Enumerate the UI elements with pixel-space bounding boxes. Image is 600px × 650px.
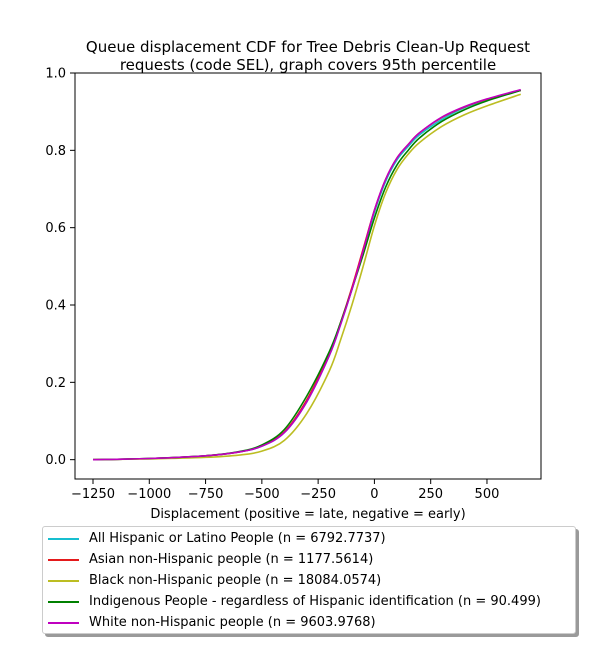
y-tick-label: 0.6 [45,221,66,236]
legend-item: All Hispanic or Latino People (n = 6792.… [43,528,386,549]
series-line-2 [92,93,521,461]
legend-swatch [48,579,79,582]
legend-label: White non-Hispanic people (n = 9603.9768… [89,615,376,630]
y-tick-label: 0.2 [45,376,66,391]
legend-label: All Hispanic or Latino People (n = 6792.… [89,531,386,546]
legend-swatch [48,621,79,624]
legend-item: Black non-Hispanic people (n = 18084.057… [43,570,381,591]
legend-item: Asian non-Hispanic people (n = 1177.5614… [43,549,373,570]
legend-label: Indigenous People - regardless of Hispan… [89,594,541,609]
plot-frame [74,72,542,480]
legend: All Hispanic or Latino People (n = 6792.… [42,526,576,634]
x-tick-label: −1000 [127,487,171,502]
chart-title-line: Queue displacement CDF for Tree Debris C… [86,38,530,56]
legend-swatch [48,558,79,561]
y-tick-label: 0.8 [45,144,66,159]
chart-title-line: requests (code SEL), graph covers 95th p… [120,56,496,74]
legend-item: White non-Hispanic people (n = 9603.9768… [43,612,376,633]
x-tick-label: 500 [475,487,500,502]
series-line-3 [92,89,521,461]
x-tick-label: −1250 [71,487,115,502]
x-tick-label: −250 [300,487,336,502]
legend-swatch [48,537,79,540]
x-tick-label: −750 [188,487,224,502]
chart-title: Queue displacement CDF for Tree Debris C… [86,38,530,74]
series-line-0 [92,89,521,461]
x-tick-label: 250 [418,487,443,502]
legend-item: Indigenous People - regardless of Hispan… [43,591,541,612]
series-line-4 [92,88,521,461]
series-lines [92,88,521,461]
y-tick-label: 0.4 [45,299,66,314]
x-axis: −1250 −1000 −750 −500 −250 0 250 500 [71,479,499,502]
x-axis-label: Displacement (positive = late, negative … [150,507,465,522]
series-line-1 [92,89,521,461]
legend-swatch [48,600,79,603]
y-axis: 0.0 0.2 0.4 0.6 0.8 1.0 [45,67,75,468]
y-tick-label: 1.0 [45,67,66,82]
x-tick-label: −500 [244,487,280,502]
legend-label: Black non-Hispanic people (n = 18084.057… [89,573,382,588]
legend-label: Asian non-Hispanic people (n = 1177.5614… [89,552,374,567]
y-tick-label: 0.0 [45,453,66,468]
x-tick-label: 0 [370,487,378,502]
